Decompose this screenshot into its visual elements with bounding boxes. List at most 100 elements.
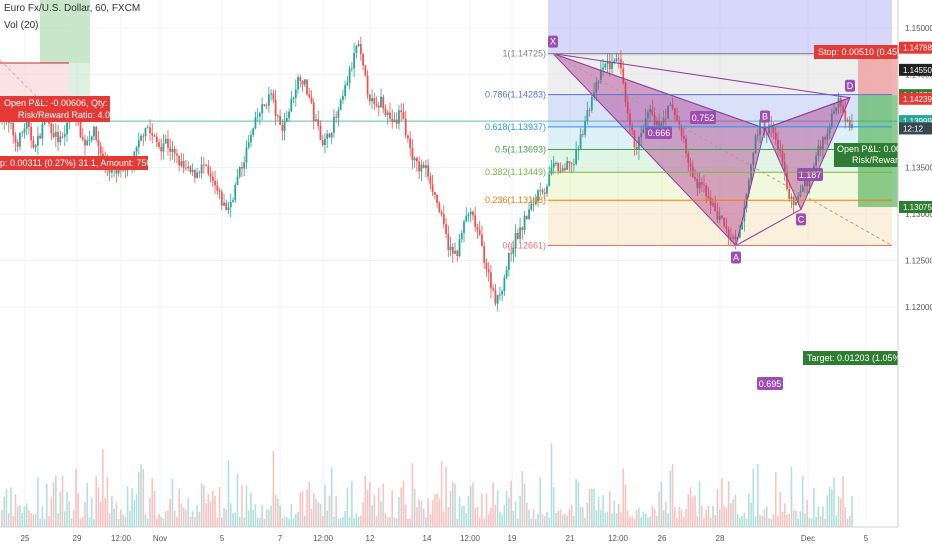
volume-bar — [561, 514, 564, 527]
candle-body — [335, 116, 338, 118]
candle-body — [312, 102, 315, 122]
candle-body — [43, 122, 46, 125]
volume-bar — [584, 518, 586, 527]
candle-body — [259, 113, 261, 117]
volume-bar — [833, 477, 835, 527]
candle-body — [357, 44, 360, 47]
volume-bar — [517, 518, 519, 527]
time-tick-label: 14 — [423, 534, 432, 543]
volume-bar — [474, 508, 477, 527]
ratio-badge — [690, 111, 716, 124]
ratio-label: 0.666 — [648, 128, 671, 138]
time-tick-label: 21 — [566, 534, 575, 543]
candle-body — [727, 229, 730, 238]
candle-body — [142, 135, 145, 137]
volume-bar — [88, 517, 91, 527]
volume-bar — [373, 494, 376, 527]
volume-bar — [514, 501, 517, 527]
price-badge — [899, 92, 932, 105]
volume-bar — [534, 518, 537, 527]
candle-body — [232, 200, 234, 203]
volume-bar — [420, 500, 423, 527]
volume-bar — [310, 508, 313, 527]
time-tick-label: 12:00 — [460, 534, 481, 543]
volume-bar — [774, 471, 777, 527]
candle-body — [339, 99, 342, 111]
candle-body — [682, 136, 685, 139]
candle-body — [611, 62, 613, 70]
candle-body — [790, 196, 793, 199]
candle-body — [97, 139, 100, 147]
volume-bar — [685, 508, 687, 527]
volume-bar — [30, 513, 32, 527]
pattern-leg-xd — [552, 53, 851, 99]
volume-bar — [409, 518, 411, 527]
candle-body — [774, 132, 777, 140]
candle-body — [848, 119, 851, 129]
volume-bar — [377, 487, 380, 527]
volume-bar — [765, 506, 768, 527]
volume-bar — [46, 483, 48, 527]
candle-body — [458, 239, 461, 256]
candle-body — [754, 135, 757, 153]
candle-body — [341, 96, 344, 100]
volume-bar — [611, 513, 613, 527]
volume-bar — [292, 518, 295, 527]
volume-bar — [546, 511, 548, 527]
volume-bar — [777, 515, 779, 527]
right-pnl-line2: Risk/Reward R — [852, 155, 913, 165]
candle-body — [510, 253, 513, 255]
volume-bar — [447, 507, 450, 527]
candle-body — [523, 215, 526, 230]
pattern-point-badge — [760, 110, 770, 123]
volume-bar — [290, 503, 293, 527]
volume-bar — [389, 516, 391, 527]
volume-bar — [48, 516, 50, 527]
candle-body — [667, 105, 669, 119]
candle-body — [555, 163, 557, 164]
volume-bar — [463, 505, 465, 527]
candle-body — [644, 118, 647, 130]
volume-bar — [810, 518, 813, 527]
left-pnl-line2: Risk/Reward Ratio: 4.02 — [18, 110, 115, 120]
volume-bar — [721, 478, 723, 527]
volume-bar — [138, 472, 140, 527]
candle-body — [507, 253, 510, 270]
volume-bar — [68, 501, 71, 527]
pattern-point-badge — [796, 213, 806, 226]
fib-band — [548, 172, 892, 201]
volume-bar — [472, 482, 474, 527]
candle-body — [411, 148, 414, 161]
candle-body — [41, 124, 44, 139]
candle-body — [566, 161, 569, 170]
candle-body — [655, 121, 658, 126]
candle-body — [178, 155, 181, 166]
volume-bar — [104, 498, 106, 527]
volume-bar — [126, 486, 129, 527]
volume-bar — [451, 482, 454, 527]
price-badge-label: 1.14788 — [903, 44, 932, 53]
candle-body — [548, 174, 551, 187]
volume-bar — [402, 480, 405, 527]
candle-body — [236, 176, 239, 185]
volume-bar — [245, 485, 248, 527]
candle-body — [88, 140, 91, 141]
candle-body — [315, 119, 317, 122]
volume-bar — [573, 516, 575, 527]
volume-bar — [752, 468, 755, 527]
candle-body — [525, 215, 528, 220]
candle-body — [137, 140, 140, 148]
volume-bar — [238, 516, 241, 527]
price-badge — [899, 201, 932, 214]
volume-bar — [346, 487, 349, 527]
price-badge — [899, 122, 932, 135]
volume-bar — [781, 511, 784, 527]
volume-bar — [55, 475, 57, 527]
volume-bar — [393, 517, 396, 527]
volume-bar — [277, 498, 279, 527]
volume-bar — [633, 518, 636, 527]
volume-bar — [203, 485, 205, 527]
candle-body — [272, 93, 275, 100]
